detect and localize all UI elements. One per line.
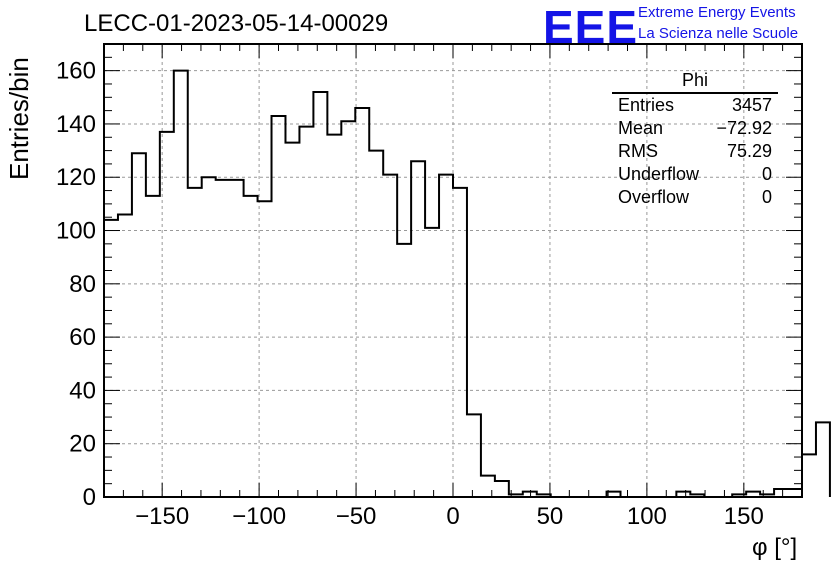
logo-subtitle-2: La Scienza nelle Scuole [638, 25, 799, 42]
stats-row-entries: Entries 3457 [612, 94, 778, 117]
stats-label: Entries [618, 95, 675, 115]
y-tick-label: 40 [69, 377, 96, 404]
y-tick-label: 80 [69, 271, 96, 298]
stats-label: Mean [618, 118, 664, 138]
y-tick-label: 100 [56, 218, 96, 245]
y-tick-label: 160 [56, 58, 96, 85]
stats-value: −72.92 [716, 118, 772, 138]
x-tick-label: −50 [336, 503, 377, 530]
x-tick-label: 0 [446, 503, 459, 530]
stats-value: 0 [761, 164, 772, 184]
stats-label: RMS [618, 141, 658, 161]
logo-subtitle-1: Extreme Energy Events [638, 4, 796, 21]
x-tick-label: 100 [627, 503, 667, 530]
x-tick-label: −150 [135, 503, 189, 530]
y-tick-label: 140 [56, 111, 96, 138]
stats-label: Underflow [618, 164, 700, 184]
x-tick-label: −100 [232, 503, 286, 530]
y-tick-label: 60 [69, 324, 96, 351]
y-tick-label: 20 [69, 431, 96, 458]
y-tick-label: 0 [83, 484, 96, 511]
stats-row-rms: RMS 75.29 [612, 140, 778, 163]
y-tick-label: 120 [56, 164, 96, 191]
stats-row-overflow: Overflow 0 [612, 186, 778, 209]
stats-label: Overflow [618, 187, 690, 207]
x-tick-label: 150 [724, 503, 764, 530]
chart-title: LECC-01-2023-05-14-00029 [84, 10, 389, 37]
stats-row-underflow: Underflow 0 [612, 163, 778, 186]
stats-row-mean: Mean −72.92 [612, 117, 778, 140]
x-axis-label: φ [°] [752, 534, 798, 561]
stats-value: 75.29 [726, 141, 772, 161]
stats-box: Phi Entries 3457 Mean −72.92 RMS 75.29 U… [612, 70, 778, 209]
stats-value: 0 [761, 187, 772, 207]
stats-box-title: Phi [612, 70, 778, 94]
stats-value: 3457 [731, 95, 772, 115]
y-axis-label: Entries/bin [4, 57, 34, 180]
eee-logo: EEE [543, 1, 639, 53]
x-tick-label: 50 [537, 503, 564, 530]
